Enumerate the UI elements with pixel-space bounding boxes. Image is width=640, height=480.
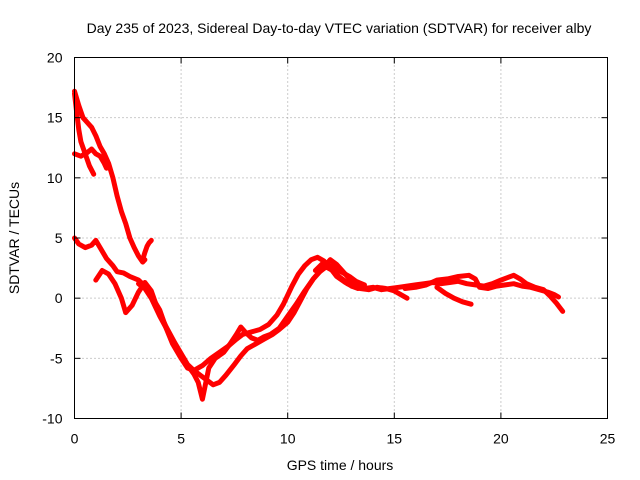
y-tick-label: 5 (55, 230, 63, 246)
x-tick-label: 15 (387, 431, 403, 447)
x-tick-label: 25 (600, 431, 616, 447)
series-line-sat-track-j (434, 284, 474, 307)
y-tick-label: -5 (50, 350, 63, 366)
series-line-sat-track-i (402, 272, 561, 300)
y-axis-title: SDTVAR / TECUs (6, 182, 22, 294)
x-tick-label: 10 (280, 431, 296, 447)
y-tick-label: 15 (47, 110, 63, 126)
y-tick-label: 20 (47, 50, 63, 66)
series-line-sat-track-a (72, 88, 148, 265)
y-tick-label: -10 (42, 411, 62, 427)
axis-ticks: 0 5 10 15 20 25 -10 -5 0 5 10 15 20 (42, 50, 615, 447)
series-line-sat-track-d (140, 237, 154, 263)
series-line-sat-track-b (72, 91, 97, 177)
series-line-sat-track-c (72, 146, 109, 171)
y-tick-label: 10 (47, 170, 63, 186)
y-tick-label: 0 (55, 290, 63, 306)
series-line-sat-track-k (312, 259, 367, 288)
x-axis-title: GPS time / hours (287, 457, 394, 473)
x-tick-label: 0 (71, 431, 79, 447)
x-tick-label: 5 (177, 431, 185, 447)
data-series (72, 88, 566, 402)
x-tick-label: 20 (493, 431, 509, 447)
grid (74, 57, 608, 419)
chart-title: Day 235 of 2023, Sidereal Day-to-day VTE… (87, 20, 592, 36)
